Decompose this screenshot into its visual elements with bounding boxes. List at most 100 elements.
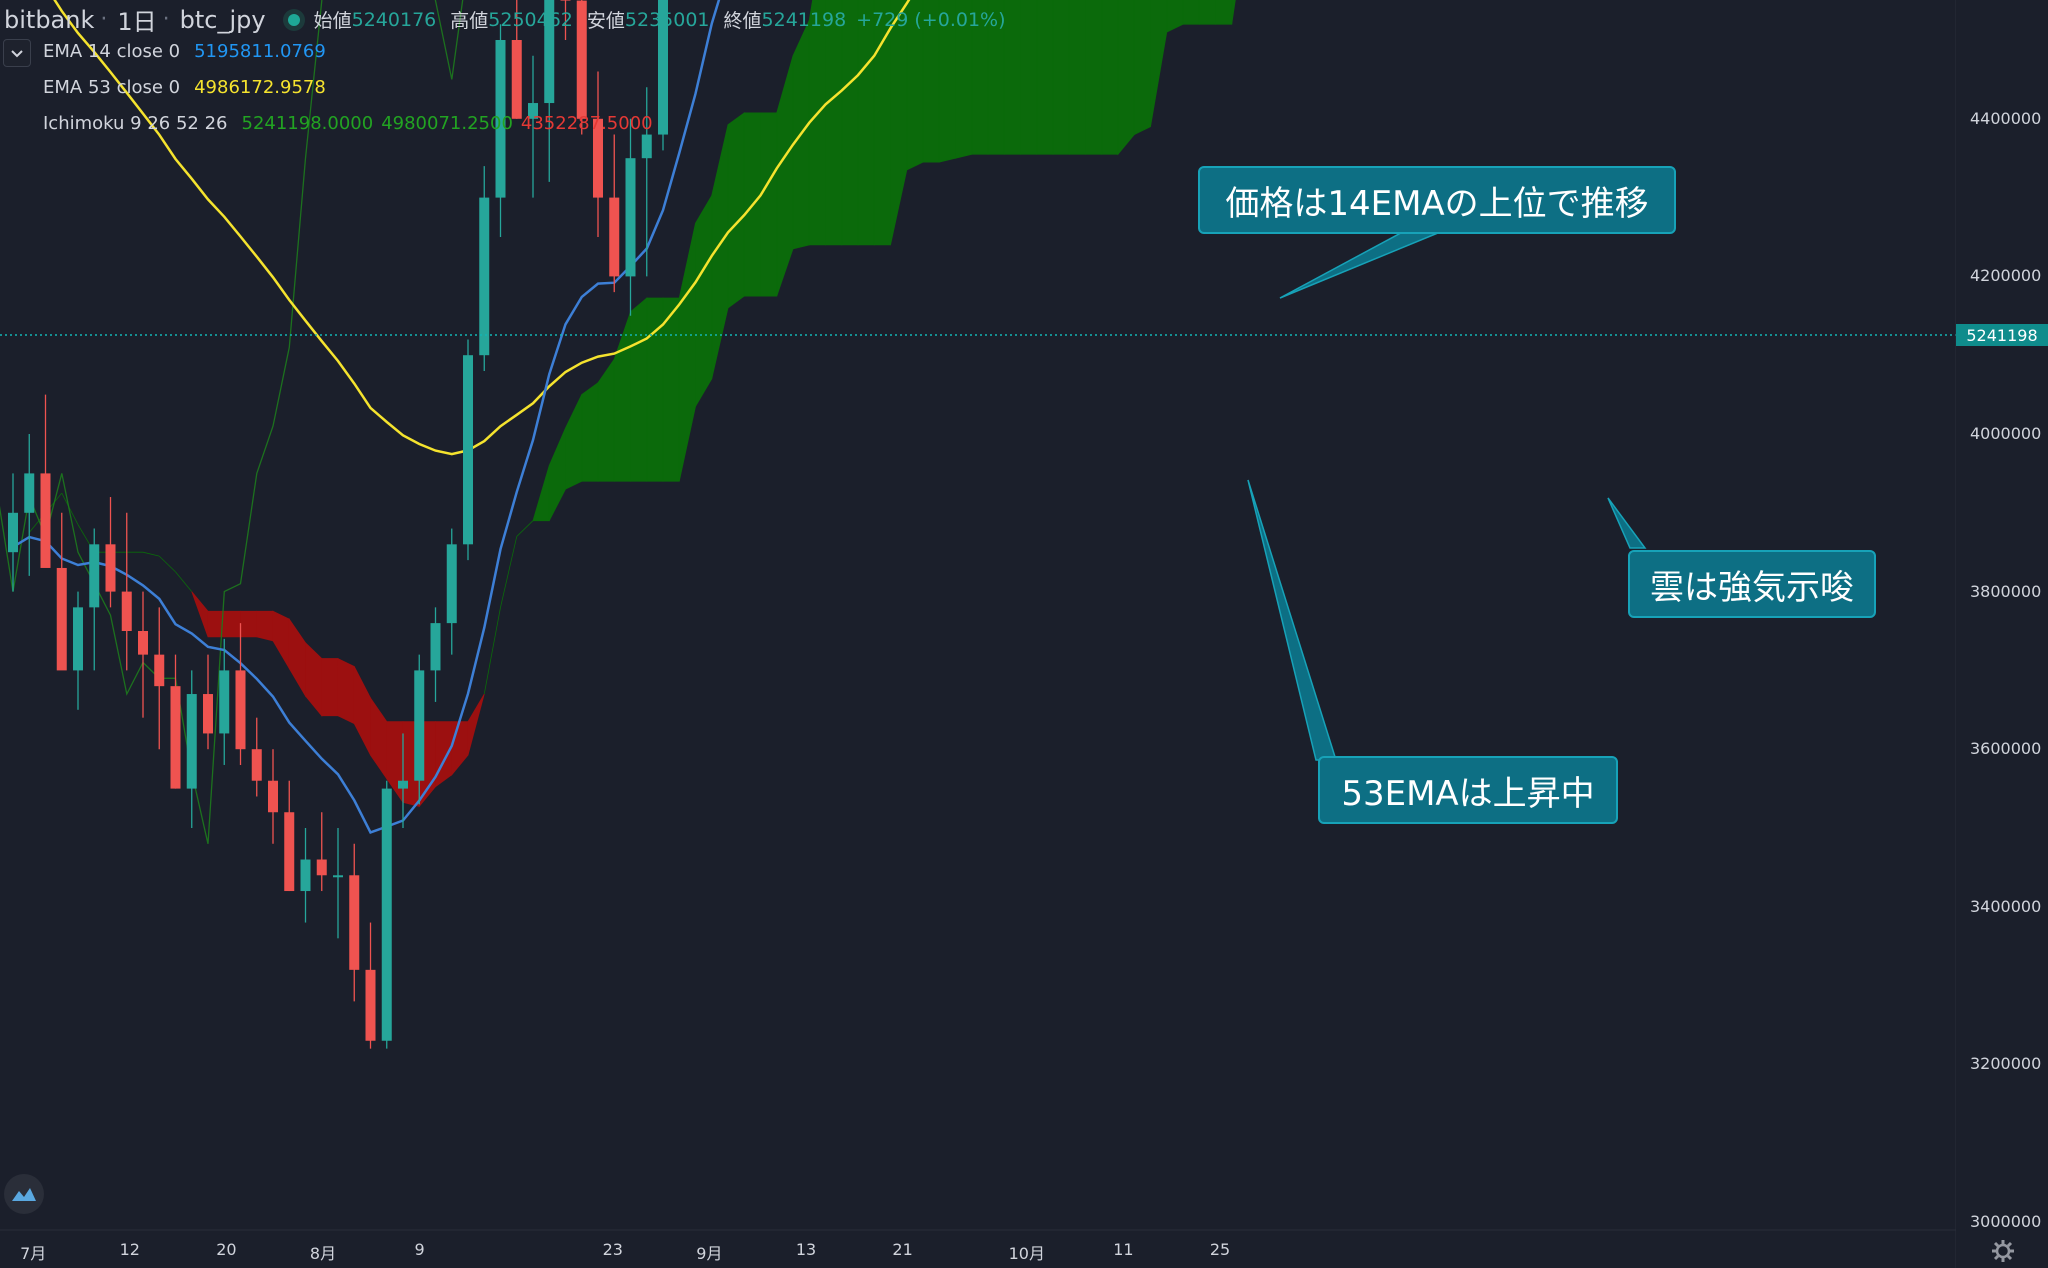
cloud-segment-bull [1068, 0, 1086, 155]
tradingview-logo-icon[interactable] [4, 1174, 44, 1214]
candle-body [544, 0, 555, 104]
candle [511, 0, 522, 119]
lagging-span-line [0, 0, 464, 844]
ichimoku-value-1: 5241198.0000 [241, 113, 374, 134]
candle-body [105, 544, 116, 592]
time-tick-label: 13 [795, 1240, 817, 1259]
candle-body [398, 780, 408, 789]
candle [398, 733, 408, 828]
candle [284, 780, 295, 892]
candle [170, 654, 181, 789]
cloud-segment-bull [142, 551, 160, 557]
candle [576, 0, 587, 135]
candle [365, 922, 376, 1049]
candle-body [219, 670, 230, 734]
candle [251, 717, 262, 797]
candle [560, 0, 571, 40]
candle-body [170, 686, 181, 789]
cloud-segment-bull [727, 112, 745, 309]
candle [186, 670, 197, 828]
candle-body [138, 631, 148, 655]
ema53-line [53, 0, 911, 456]
candle [268, 749, 278, 844]
cloud-segment-bear [305, 641, 323, 717]
candle [8, 473, 18, 592]
candle-body [316, 859, 327, 876]
ichimoku-name: Ichimoku 9 26 52 26 [43, 113, 228, 134]
candle-body [528, 103, 538, 119]
time-tick-label: 10月 [1008, 1244, 1045, 1263]
candle [89, 528, 100, 671]
candle-body [463, 355, 473, 545]
time-tick-label: 7月 [20, 1244, 47, 1263]
candle-body [8, 512, 18, 553]
cloud-segment-bear [288, 617, 306, 698]
cloud-segment-bull [581, 381, 599, 482]
cloud-segment-bear [321, 658, 339, 717]
cloud-segment-bear [337, 657, 355, 725]
cloud-segment-bear [240, 610, 258, 638]
cloud-segment-bear [451, 721, 469, 776]
candle-body [235, 670, 246, 750]
callout-pointers [1247, 227, 1647, 761]
high-value: 5250462 [488, 8, 573, 31]
candle-body [430, 623, 441, 671]
time-tick-label: 23 [602, 1240, 623, 1259]
candle [609, 134, 620, 293]
cloud-segment-bull [158, 555, 176, 573]
ema53-value: 4986172.9578 [194, 77, 326, 98]
candle-body [268, 780, 278, 813]
cloud-segment-bear [467, 693, 485, 756]
exchange-name[interactable]: bitbank [4, 5, 95, 34]
symbol-legend: bitbank · 1日 · btc_jpy 始値 5240176 高値 52504… [0, 2, 1006, 37]
cloud-segment-bull [1101, 0, 1119, 155]
cloud-segment-bull [548, 427, 566, 521]
candle [154, 607, 165, 750]
time-tick-label: 20 [216, 1240, 237, 1259]
candle-body [560, 0, 571, 1]
candle [121, 512, 132, 671]
close-value: 5241198 [761, 8, 847, 31]
candle-body [365, 969, 376, 1041]
ichimoku-cloud [28, 0, 1236, 808]
candle-body [495, 40, 506, 198]
low-value: 5235001 [624, 8, 710, 31]
cloud-segment-bull [695, 194, 713, 408]
cloud-segment-bull [1198, 0, 1216, 25]
candle [446, 528, 457, 655]
cloud-segment-bull [662, 297, 680, 482]
candle-body [154, 654, 165, 687]
time-tick-label: 25 [1209, 1240, 1231, 1259]
pointer-price-above [1279, 227, 1451, 299]
candle-body [121, 591, 132, 631]
high-label: 高値 [450, 10, 489, 32]
ichimoku-legend[interactable]: Ichimoku 9 26 52 26 5241198.0000 4980071… [43, 113, 653, 134]
candle [333, 828, 343, 939]
candle [463, 339, 473, 561]
cloud-segment-bull [61, 492, 79, 525]
candle-body [186, 694, 197, 789]
cloud-segment-bull [565, 394, 583, 490]
symbol-name[interactable]: btc_jpy [179, 5, 266, 34]
cloud-segment-bear [191, 591, 209, 638]
cloud-segment-bull [1215, 0, 1233, 25]
ema14-line [12, 0, 721, 834]
ichimoku-lagging-span [0, 0, 464, 844]
ema14-legend[interactable]: EMA 14 close 0 5195811.0769 [43, 41, 326, 62]
candle [56, 512, 67, 671]
candle [300, 828, 311, 923]
ema53-legend[interactable]: EMA 53 close 0 4986172.9578 [43, 77, 326, 98]
settings-gear-icon[interactable] [1990, 1238, 2016, 1264]
interval-label[interactable]: 1日 [117, 8, 157, 36]
cloud-segment-bull [1166, 0, 1184, 33]
cloud-segment-bull [175, 571, 193, 592]
cloud-segment-bull [1231, 0, 1236, 25]
candle-body [251, 749, 262, 781]
price-axis[interactable] [1956, 0, 2048, 1268]
candle [349, 843, 360, 1002]
cloud-segment-bull [776, 55, 794, 297]
candle-body [609, 197, 620, 277]
collapse-legend-button[interactable] [3, 39, 31, 67]
ichimoku-value-2: 4980071.2500 [381, 113, 513, 134]
